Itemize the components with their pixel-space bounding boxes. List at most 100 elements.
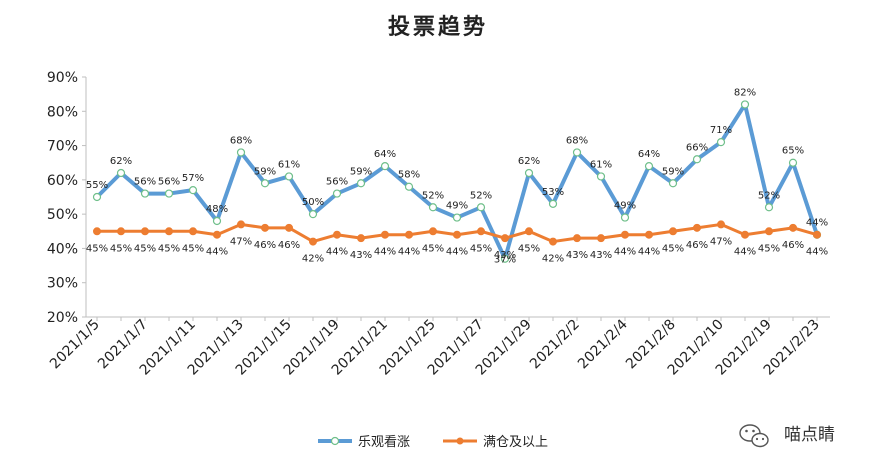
- data-point: [405, 230, 413, 239]
- data-label: 49%: [446, 201, 468, 212]
- data-label: 59%: [350, 166, 372, 177]
- data-point: [333, 230, 341, 239]
- series-layer: 55%62%56% 56% 57%48%68%59%61%50%56%59%64%5…: [86, 87, 828, 265]
- data-point: [476, 203, 486, 212]
- data-point: [741, 230, 749, 239]
- data-label: 57%: [182, 173, 204, 184]
- data-point: [189, 227, 197, 236]
- data-point: [621, 230, 629, 239]
- data-label: 46%: [254, 240, 276, 251]
- data-label: 46%: [782, 240, 804, 251]
- data-point: [284, 172, 294, 181]
- data-label: 44%: [638, 247, 660, 258]
- data-point: [164, 189, 174, 198]
- data-label: 44%: [446, 247, 468, 258]
- y-tick-label: 30%: [47, 276, 78, 292]
- data-label: 45%: [758, 243, 780, 254]
- data-label: 58%: [398, 170, 420, 181]
- data-point: [477, 227, 485, 236]
- data-label: 47%: [230, 236, 252, 247]
- data-point: [212, 216, 222, 226]
- data-label: 43%: [350, 250, 372, 261]
- data-point: [764, 203, 774, 212]
- series-full-position: 45% 45% 45% 45% 45% 44%47% 46% 46%42%44% 43% 44% 4…: [86, 220, 828, 265]
- data-label: 45%: [470, 243, 492, 254]
- data-label: 43%: [494, 250, 516, 261]
- data-label: 52%: [422, 190, 444, 201]
- data-label: 45%: [422, 243, 444, 254]
- data-point: [213, 230, 221, 239]
- data-point: [356, 179, 366, 188]
- data-point: [260, 179, 270, 188]
- data-point: [452, 213, 462, 222]
- data-label: 55%: [86, 180, 108, 191]
- data-point: [765, 227, 773, 236]
- data-label: 46%: [686, 240, 708, 251]
- data-point: [693, 223, 701, 232]
- data-label: 64%: [374, 149, 396, 160]
- data-label: 45%: [518, 243, 540, 254]
- watermark: 喵点睛: [739, 424, 835, 448]
- data-point: [140, 189, 150, 198]
- data-point: [237, 220, 245, 229]
- data-label: 62%: [110, 156, 132, 167]
- data-label: 64%: [638, 149, 660, 160]
- data-point: [308, 210, 318, 219]
- data-label: 45%: [86, 243, 108, 254]
- data-point: [717, 220, 725, 229]
- data-point: [380, 162, 390, 171]
- data-point: [572, 148, 582, 157]
- data-label: 44%: [374, 247, 396, 258]
- data-point: [309, 237, 317, 246]
- data-point: [261, 223, 269, 232]
- data-point: [668, 179, 678, 188]
- data-point: [573, 234, 581, 243]
- data-label: 48%: [206, 204, 228, 215]
- data-label: 42%: [302, 254, 324, 265]
- data-point: [453, 230, 461, 239]
- data-point: [789, 223, 797, 232]
- data-point: [357, 234, 365, 243]
- data-point: [93, 227, 101, 236]
- data-point: [141, 227, 149, 236]
- legend-label: 满仓及以上: [483, 435, 548, 450]
- data-label: 68%: [566, 135, 588, 146]
- data-label: 44%: [398, 247, 420, 258]
- data-point: [428, 203, 438, 212]
- y-tick-label: 80%: [47, 104, 78, 120]
- data-point: [813, 230, 821, 239]
- wechat-icon: [739, 424, 769, 448]
- y-tick-label: 50%: [47, 207, 78, 223]
- data-label: 43%: [590, 250, 612, 261]
- data-label: 71%: [710, 125, 732, 136]
- data-point: [645, 230, 653, 239]
- data-label: 52%: [470, 190, 492, 201]
- data-point: [404, 182, 414, 191]
- y-tick-label: 90%: [47, 70, 78, 86]
- watermark-text: 喵点睛: [784, 425, 835, 445]
- x-tick-label: 2021/2/4: [575, 316, 631, 372]
- data-point: [525, 227, 533, 236]
- data-label: 44%: [806, 247, 828, 258]
- legend-label: 乐观看涨: [358, 434, 410, 450]
- data-point: [285, 223, 293, 232]
- data-label: 59%: [254, 166, 276, 177]
- y-tick-label: 40%: [47, 241, 78, 257]
- data-label: 52%: [758, 190, 780, 201]
- data-label: 44%: [326, 247, 348, 258]
- data-point: [236, 148, 246, 157]
- data-point: [116, 168, 126, 178]
- legend-marker: [330, 436, 340, 446]
- data-label: 65%: [782, 146, 804, 157]
- data-label: 45%: [158, 243, 180, 254]
- data-label: 42%: [542, 254, 564, 265]
- data-label: 68%: [230, 135, 252, 146]
- data-label: 45%: [110, 243, 132, 254]
- data-point: [788, 158, 798, 167]
- data-point: [92, 192, 102, 202]
- data-label: 56%: [326, 177, 348, 188]
- data-point: [500, 254, 510, 263]
- chart-title: 投票趋势: [388, 14, 488, 40]
- data-label: 45%: [134, 243, 156, 254]
